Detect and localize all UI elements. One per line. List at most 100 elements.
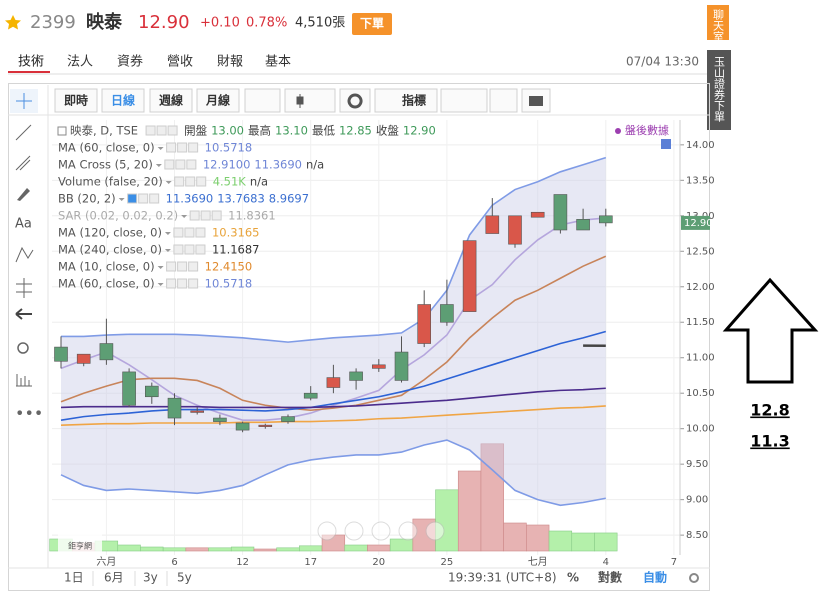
legend-icon[interactable] [184,227,195,238]
legend-icon[interactable] [200,210,211,221]
legend-icon[interactable] [138,193,149,204]
dropdown-icon[interactable] [157,266,164,269]
settings-icon[interactable] [689,573,699,583]
toolbar-icon-button[interactable] [339,88,371,113]
side-button-label[interactable]: 玉山證券下單 [713,56,726,122]
dropdown-icon[interactable] [165,181,172,184]
dropdown-icon[interactable] [157,147,164,150]
legend-icon[interactable] [177,261,188,272]
legend-icon[interactable] [166,142,177,153]
dropdown-icon[interactable] [118,198,125,201]
zoom-button[interactable] [344,521,364,541]
toolbar-icon-button[interactable] [489,88,518,113]
legend-icon[interactable] [164,159,175,170]
legend-icon[interactable] [156,125,167,136]
legend-icon[interactable] [188,261,199,272]
dropdown-icon[interactable] [157,283,164,286]
tab[interactable]: 資券 [117,54,143,70]
candle-body [349,371,363,381]
toolbar-label[interactable]: 日線 [111,93,135,108]
legend-icon[interactable] [167,125,178,136]
legend-icon[interactable] [177,278,188,289]
line-tool[interactable] [15,124,32,141]
toolbar-button[interactable] [149,88,193,113]
order-button-label[interactable]: 下單 [360,17,384,31]
legend-icon[interactable] [166,278,177,289]
range-button[interactable]: 1日 [64,571,84,585]
legend-label: BB (20, 2) [58,192,116,206]
toolbar-button[interactable] [374,88,438,113]
legend-icon[interactable] [195,227,206,238]
zoom-button[interactable] [425,521,445,541]
option-button[interactable]: % [567,571,579,585]
brush-tool[interactable] [17,188,30,201]
legend-icon[interactable] [145,125,156,136]
legend-icon[interactable] [174,176,185,187]
zoom-tool[interactable] [17,342,29,354]
order-button[interactable] [352,13,392,35]
tab[interactable]: 基本 [265,55,291,70]
legend-icon[interactable] [185,176,196,187]
chat-button[interactable] [707,5,729,40]
legend-icon[interactable] [166,261,177,272]
dropdown-icon[interactable] [164,232,171,235]
collapse-icon[interactable] [57,126,67,136]
legend-icon[interactable] [149,193,160,204]
dropdown-icon[interactable] [164,249,171,252]
range-button[interactable]: 3y [143,571,158,585]
back-tool[interactable] [15,308,32,320]
legend-icon[interactable] [211,210,222,221]
dropdown-icon[interactable] [181,215,188,218]
toolbar-icon-button[interactable] [440,88,488,113]
legend-icon[interactable] [188,278,199,289]
toolbar-label[interactable]: 週線 [159,93,183,108]
measure-tool[interactable] [16,278,32,298]
legend-icon[interactable] [188,142,199,153]
volume-bar [389,538,414,552]
legend-icon[interactable] [127,193,138,204]
toolbar-button[interactable] [101,88,145,113]
pattern-tool[interactable] [15,246,34,263]
after-hours[interactable]: 盤後數據 [625,123,669,137]
stats-tool[interactable] [16,374,32,387]
legend-icon[interactable] [195,244,206,255]
tab[interactable]: 營收 [167,55,193,70]
toolbar-button[interactable] [54,88,98,113]
legend-icon[interactable] [184,244,195,255]
toolbar-label[interactable]: 月線 [205,93,230,108]
candle-body [54,346,68,362]
more-tools[interactable]: ••• [15,404,43,423]
y-tick-label: 14.00 [686,140,715,151]
toolbar-label[interactable]: 指標 [402,93,426,108]
range-button[interactable]: 5y [177,571,192,585]
candle-body [394,351,409,381]
toolbar-label[interactable]: 即時 [64,93,88,108]
legend-icon[interactable] [186,159,197,170]
legend-icon[interactable] [189,210,200,221]
zoom-button[interactable] [371,521,391,541]
tab[interactable]: 技術 [18,55,44,70]
zoom-button[interactable] [398,521,418,541]
option-button[interactable]: 對數 [598,570,622,585]
info-icon[interactable] [661,139,671,149]
toolbar-icon-button[interactable] [244,88,281,113]
dropdown-icon[interactable] [155,164,162,167]
broker-button[interactable] [707,50,731,130]
side-button-label[interactable]: 聊天室 [712,8,725,42]
fib-tool[interactable] [15,155,31,171]
legend-icon[interactable] [173,244,184,255]
zoom-button[interactable] [317,521,337,541]
star-icon[interactable] [5,15,21,30]
legend-icon[interactable] [196,176,207,187]
range-button[interactable]: 6月 [104,571,124,585]
text-tool[interactable]: Aa [15,217,32,232]
legend-icon[interactable] [175,159,186,170]
legend-icon[interactable] [173,227,184,238]
toolbar-button[interactable] [196,88,240,113]
tab[interactable]: 財報 [217,55,243,70]
last-price-label: 12.90 [684,218,713,229]
tab[interactable]: 法人 [67,55,93,70]
option-button[interactable]: 自動 [643,570,667,585]
toolbar-icon-button[interactable] [284,88,336,113]
legend-icon[interactable] [177,142,188,153]
